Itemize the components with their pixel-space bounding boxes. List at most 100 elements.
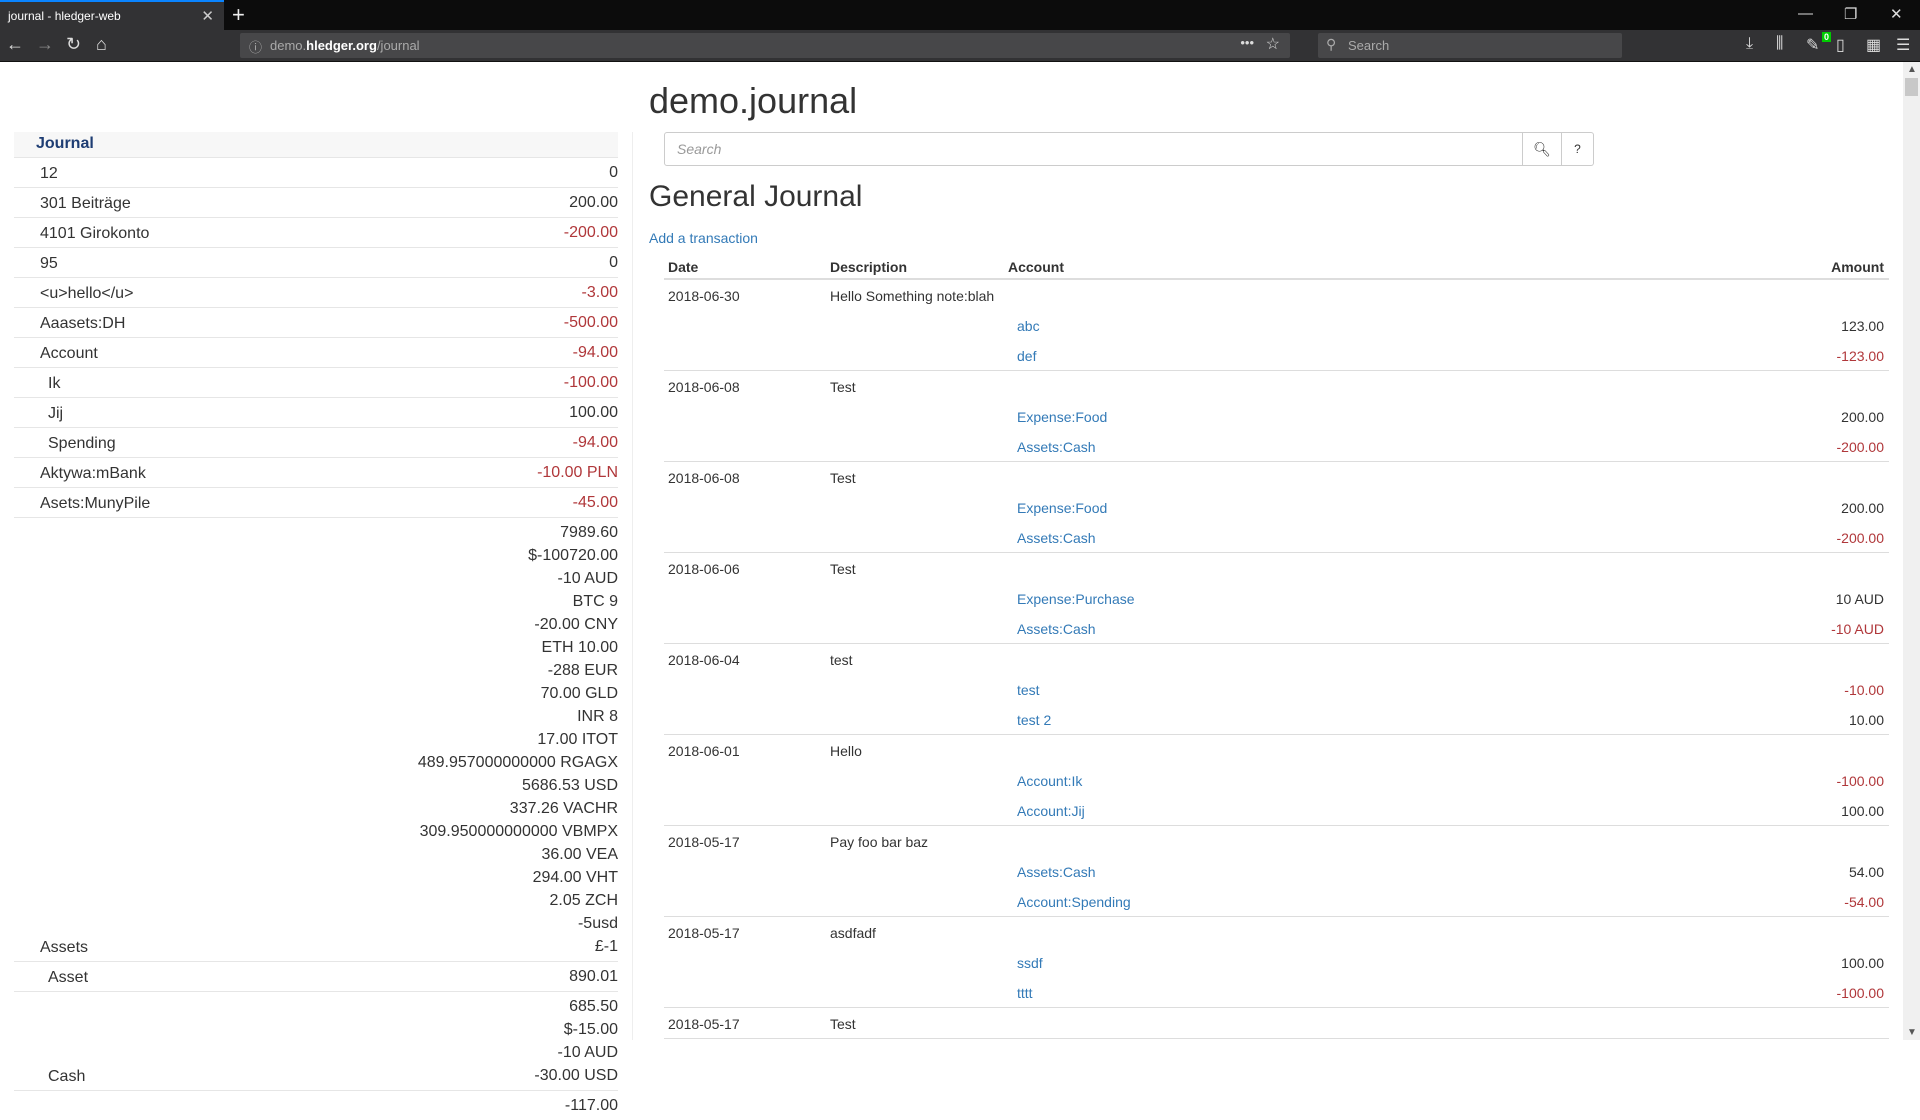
empty-cell [830,712,1008,734]
sidebar-account-row[interactable]: Aaasets:DH -500.00 [14,307,618,337]
add-transaction-link[interactable]: Add a transaction [649,230,758,246]
url-bar[interactable]: ⓘ demo.hledger.org/journal ••• ☆ [240,33,1290,58]
account-name[interactable]: Ik [48,375,61,392]
account-link[interactable]: Expense:Food [1017,500,1108,516]
account-link[interactable]: Expense:Food [1017,409,1108,425]
sidebar-journal-link[interactable]: Journal [14,132,618,157]
forward-icon[interactable]: → [36,34,54,54]
account-link[interactable]: Assets:Cash [1017,439,1096,455]
sidebar-account-row[interactable]: -117.00 [14,1090,618,1120]
info-icon[interactable]: ⓘ [249,40,263,55]
account-name[interactable]: Asset [48,969,89,986]
account-link[interactable]: Account:Ik [1017,773,1083,789]
back-icon[interactable]: ← [6,34,24,54]
transaction-row[interactable]: 2018-05-17 Pay foo bar baz [664,826,1889,856]
account-link[interactable]: Account:Spending [1017,894,1131,910]
account-name[interactable]: Cash [48,1068,86,1085]
sidebar-account-row[interactable]: 95 0 [14,247,618,277]
account-name[interactable]: Aaasets:DH [40,315,126,332]
account-name[interactable]: Spending [48,435,116,452]
restore-icon[interactable]: ❐ [1844,6,1858,23]
balance-amount: -288 EUR [547,662,618,679]
reload-icon[interactable]: ↻ [66,34,82,54]
transaction-row[interactable]: 2018-06-08 Test [664,462,1889,492]
containers-icon[interactable]: ▦ [1866,37,1882,54]
account-link[interactable]: test [1017,682,1040,698]
sidebar-account-row[interactable]: Cash 685.50 $-15.00 -10 AUD -30.00 USD [14,991,618,1090]
sidebar-account-row[interactable]: Asset 890.01 [14,961,618,991]
library-icon[interactable]: ⫼ [1776,35,1784,52]
url-path: /journal [376,38,420,53]
sidebar-account-row[interactable]: Assets 7989.60 $-100720.00 -10 AUD BTC 9 -20.… [14,517,618,961]
account-name[interactable]: 4101 Girokonto [40,225,150,242]
transaction-row[interactable]: 2018-06-08 Test [664,371,1889,401]
sidebar-account-row[interactable]: Account -94.00 [14,337,618,367]
account-link[interactable]: def [1017,348,1037,364]
url-domain: hledger.org [306,38,377,53]
more-icon[interactable]: ••• [1240,35,1254,50]
posting-row: ssdf 100.00 [664,947,1889,977]
account-link[interactable]: ssdf [1017,955,1043,971]
account-balance: -500.00 [564,311,618,334]
account-name[interactable]: 95 [40,255,58,272]
account-link[interactable]: Expense:Purchase [1017,591,1135,607]
scrollbar[interactable]: ▲ ▼ [1903,62,1920,1040]
browser-search-box[interactable]: ⚲ Search [1318,33,1622,58]
close-window-icon[interactable]: ✕ [1890,6,1903,23]
account-name[interactable]: Aktywa:mBank [40,465,146,482]
search-input[interactable] [664,132,1523,166]
scroll-down-icon[interactable]: ▼ [1907,1027,1917,1038]
posting-amount: -100.00 [1836,773,1884,789]
account-name[interactable]: Jij [48,405,64,422]
account-name[interactable]: 301 Beiträge [40,195,131,212]
sidebar-account-row[interactable]: <u>hello</u> -3.00 [14,277,618,307]
transaction: 2018-05-17 asdfadf ssdf 100.00 tttt -100.00 [664,917,1889,1008]
help-button[interactable]: ? [1562,132,1594,166]
download-icon[interactable]: ⤓ [1746,35,1754,52]
browser-tab[interactable]: journal - hledger-web ✕ [0,0,224,30]
sidebar-account-row[interactable]: 4101 Girokonto -200.00 [14,217,618,247]
sidebar-account-row[interactable]: Spending -94.00 [14,427,618,457]
search-form: 🔍︎ ? [664,132,1594,166]
account-link[interactable]: Assets:Cash [1017,621,1096,637]
bookmark-star-icon[interactable]: ☆ [1265,36,1280,53]
account-link[interactable]: test 2 [1017,712,1052,728]
minimize-icon[interactable]: — [1798,5,1813,22]
sidebar-account-row[interactable]: Asets:MunyPile -45.00 [14,487,618,517]
account-name[interactable]: Account [40,345,98,362]
account-link[interactable]: tttt [1017,985,1033,1001]
account-name[interactable]: Asets:MunyPile [40,495,151,512]
account-link[interactable]: abc [1017,318,1040,334]
transaction-row[interactable]: 2018-06-01 Hello [664,735,1889,765]
transaction-row[interactable]: 2018-06-30 Hello Something note:blah [664,280,1889,310]
balance-amount: -5usd [577,915,618,932]
account-link[interactable]: Account:Jij [1017,803,1085,819]
home-icon[interactable]: ⌂ [96,34,107,54]
sidebar-account-row[interactable]: Aktywa:mBank -10.00 PLN [14,457,618,487]
account-name[interactable]: <u>hello</u> [40,285,134,302]
sidebar-account-row[interactable]: 301 Beiträge 200.00 [14,187,618,217]
scrollbar-thumb[interactable] [1905,78,1918,96]
close-tab-icon[interactable]: ✕ [201,8,214,25]
sidebar-account-row[interactable]: Jij 100.00 [14,397,618,427]
account-name[interactable]: 12 [40,165,58,182]
transaction-row[interactable]: 2018-05-17 Test [664,1008,1889,1038]
extension-icon[interactable]: ✎ [1806,37,1820,54]
empty-cell [664,894,830,916]
transaction-row[interactable]: 2018-05-17 asdfadf [664,917,1889,947]
transaction-row[interactable]: 2018-06-06 Test [664,553,1889,583]
account-link[interactable]: Assets:Cash [1017,864,1096,880]
account-link[interactable]: Assets:Cash [1017,530,1096,546]
transaction-row[interactable]: 2018-06-04 test [664,644,1889,674]
scroll-up-icon[interactable]: ▲ [1907,64,1917,75]
sidebar-account-row[interactable]: Ik -100.00 [14,367,618,397]
account-balance: -94.00 [573,431,618,454]
account-name[interactable]: Assets [40,939,89,956]
sidebar-account-row[interactable]: 12 0 [14,157,618,187]
main-content: demo.journal 🔍︎ ? General Journal Add a … [649,62,1889,1039]
sidebar-icon[interactable]: ▯ [1836,37,1845,54]
menu-icon[interactable]: ☰ [1896,37,1911,54]
search-button[interactable]: 🔍︎ [1523,132,1562,166]
new-tab-icon[interactable]: + [232,2,245,27]
transaction-description: Hello [830,743,862,759]
